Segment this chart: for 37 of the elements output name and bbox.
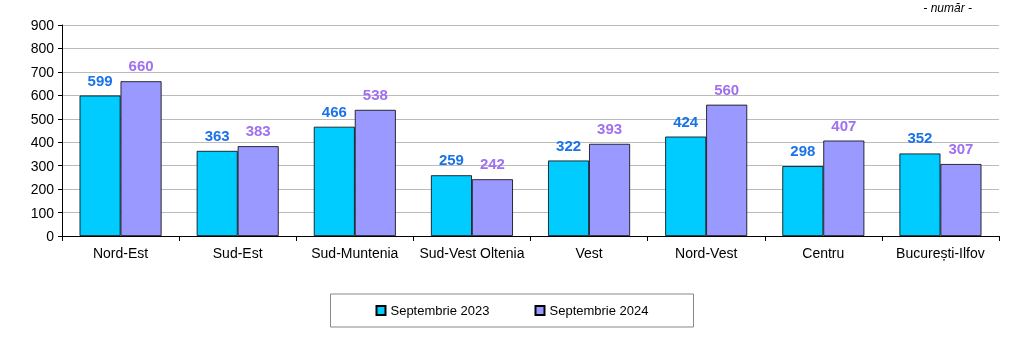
text: - număr -	[923, 1, 973, 15]
x-tick-label: București-Ilfov	[896, 244, 985, 261]
data-label: 660	[128, 57, 154, 75]
y-tick-label: 300	[30, 157, 55, 174]
x-tick-label: Centru	[802, 244, 845, 261]
y-tick-label: 500	[30, 110, 55, 127]
data-label: 298	[790, 142, 816, 160]
x-tick-label: Vest	[575, 244, 603, 261]
data-label: 352	[907, 129, 933, 147]
data-label: 560	[714, 80, 740, 98]
y-tick-label: 800	[30, 40, 55, 57]
y-tick-label: 200	[30, 181, 55, 198]
legend-label: Septembrie 2024	[549, 303, 649, 318]
y-tick-label: 0	[46, 228, 55, 244]
data-label: 466	[321, 102, 347, 120]
data-label: 242	[479, 155, 505, 173]
data-label: 407	[831, 116, 857, 134]
x-tick-label: Sud-Est	[212, 244, 263, 261]
y-tick-label: 600	[30, 87, 55, 104]
legend-label: Septembrie 2023	[390, 303, 490, 318]
data-label: 322	[556, 136, 582, 154]
x-tick-label: Nord-Est	[92, 244, 149, 261]
data-label: 259	[438, 151, 464, 169]
x-tick-label: Sud-Muntenia	[311, 244, 399, 261]
y-tick-label: 100	[30, 204, 55, 221]
data-label: 383	[245, 122, 271, 140]
y-tick-label: 400	[30, 134, 55, 151]
data-label: 424	[673, 112, 699, 130]
x-tick-label: Nord-Vest	[675, 244, 738, 261]
y-tick-label: 900	[30, 17, 55, 33]
data-label: 307	[948, 140, 974, 158]
data-label: 363	[204, 126, 230, 144]
data-label: 538	[362, 85, 388, 103]
data-label: 599	[87, 71, 113, 89]
x-tick-label: Sud-Vest Oltenia	[419, 244, 525, 261]
data-label: 393	[597, 119, 623, 137]
y-tick-label: 700	[30, 63, 55, 80]
